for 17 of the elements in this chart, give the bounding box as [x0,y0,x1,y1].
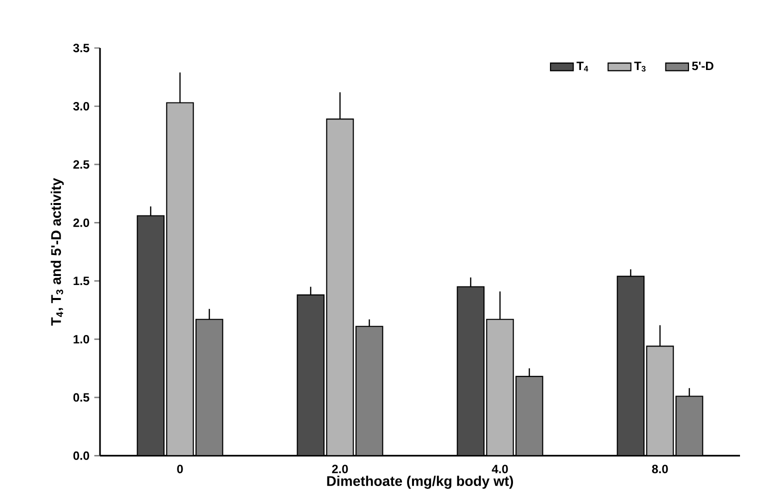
legend-label: T$_{4}$ [576,62,588,72]
y-tick-label: 3.0 [73,102,90,110]
y-tick-label: 3.5 [73,44,90,52]
y-tick-label: 1.5 [74,276,90,286]
x-tick-label: 4.0 [492,464,508,474]
y-tick-label: 2.5 [73,160,90,169]
legend-label: T$_{3}$ [634,62,646,72]
y-tick-label: 0.5 [73,393,90,402]
x-tick-label: 8.0 [652,464,668,474]
y-axis-title: T$_{4}$, T$_{3}$ and 5'-D activity [50,178,64,326]
y-tick-label: 0.0 [73,451,90,460]
x-tick-label: 0 [177,464,183,474]
legend-label: 5'-D [692,62,714,70]
y-tick-label: 2.0 [73,218,90,227]
x-axis-title: Dimethoate (mg/kg body wt) [327,476,514,489]
x-tick-label: 2.0 [332,464,348,474]
y-tick-label: 1.0 [74,334,90,344]
